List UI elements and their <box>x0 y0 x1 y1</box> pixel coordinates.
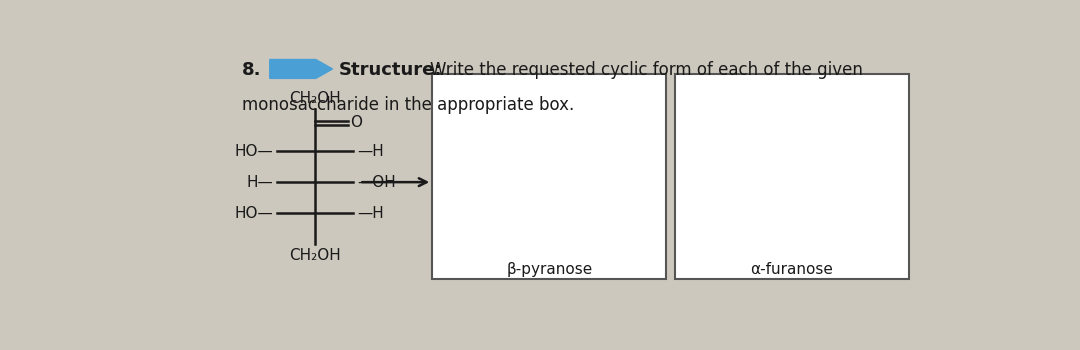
Bar <box>432 74 666 279</box>
Text: Write the requested cyclic form of each of the given: Write the requested cyclic form of each … <box>431 61 863 79</box>
Text: 8.: 8. <box>242 61 261 79</box>
Text: CH₂OH: CH₂OH <box>289 91 341 105</box>
Text: Structure:: Structure: <box>338 61 442 79</box>
Text: H—: H— <box>246 175 273 190</box>
Text: —OH: —OH <box>356 175 395 190</box>
Polygon shape <box>270 60 333 78</box>
Bar <box>675 74 909 279</box>
Text: —H: —H <box>356 206 383 220</box>
Text: CH₂OH: CH₂OH <box>289 248 341 263</box>
Text: α-furanose: α-furanose <box>751 262 834 277</box>
Text: β-pyranose: β-pyranose <box>507 262 593 277</box>
Text: HO—: HO— <box>234 144 273 159</box>
Text: O: O <box>350 116 362 130</box>
Text: —H: —H <box>356 144 383 159</box>
Text: HO—: HO— <box>234 206 273 220</box>
Text: monosaccharide in the appropriate box.: monosaccharide in the appropriate box. <box>242 96 575 114</box>
